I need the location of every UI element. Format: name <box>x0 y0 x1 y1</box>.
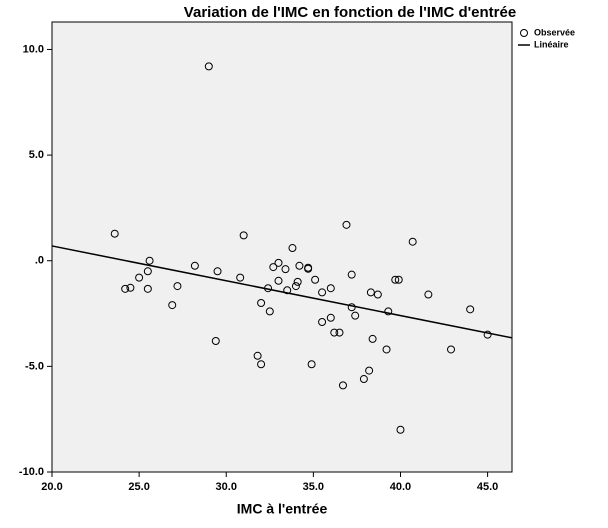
point <box>311 275 320 284</box>
legend-label: Linéaire <box>534 39 569 49</box>
point <box>342 220 351 229</box>
legend-label: Observée <box>534 27 575 37</box>
point <box>293 277 302 286</box>
plot-area <box>51 21 513 473</box>
point <box>368 334 377 343</box>
y-tick-label: -10.0 <box>19 466 44 478</box>
point <box>318 288 327 297</box>
point <box>295 261 304 270</box>
point <box>335 328 344 337</box>
point <box>326 284 335 293</box>
point <box>257 360 266 369</box>
point <box>424 290 433 299</box>
point <box>121 284 130 293</box>
fit-line <box>51 245 513 339</box>
chart-title: Variation de l'IMC en fonction de l'IMC … <box>184 4 516 21</box>
point <box>143 267 152 276</box>
point <box>366 288 375 297</box>
point <box>483 330 492 339</box>
point <box>288 244 297 253</box>
y-tick-label: 5.0 <box>29 149 44 161</box>
point <box>382 345 391 354</box>
y-tick-label: 10.0 <box>23 43 44 55</box>
point <box>384 307 393 316</box>
point <box>274 258 283 267</box>
y-tick-label: .0 <box>35 255 44 267</box>
point <box>365 366 374 375</box>
point <box>359 375 368 384</box>
x-axis-label: IMC à l'entrée <box>237 501 328 517</box>
point <box>145 256 154 265</box>
point <box>190 261 199 270</box>
x-tick-label: 30.0 <box>216 481 237 493</box>
point <box>253 351 262 360</box>
legend-marker <box>520 29 528 37</box>
x-tick-label: 25.0 <box>128 481 149 493</box>
point <box>143 284 152 293</box>
y-tick-label: -5.0 <box>25 360 44 372</box>
point <box>236 273 245 282</box>
point <box>265 307 274 316</box>
x-tick-label: 40.0 <box>390 481 411 493</box>
point <box>318 318 327 326</box>
point <box>373 290 382 299</box>
x-tick-label: 35.0 <box>303 481 324 493</box>
x-tick-label: 45.0 <box>477 481 498 493</box>
point <box>391 275 400 284</box>
point <box>269 263 278 272</box>
point <box>291 282 300 291</box>
point <box>408 237 417 246</box>
point <box>204 62 213 71</box>
point <box>173 282 182 291</box>
point <box>326 313 335 322</box>
point <box>213 267 222 276</box>
point <box>396 425 405 434</box>
point <box>274 276 283 285</box>
point <box>307 360 316 369</box>
point <box>347 270 356 279</box>
point <box>168 301 177 310</box>
point <box>257 298 266 307</box>
point <box>281 265 290 274</box>
point <box>351 311 360 320</box>
point <box>110 229 119 238</box>
point <box>304 264 313 273</box>
point <box>338 381 347 390</box>
x-tick-label: 20.0 <box>41 481 62 493</box>
point <box>447 345 456 354</box>
point <box>135 273 144 282</box>
point <box>466 305 475 314</box>
point <box>211 337 220 346</box>
point <box>394 275 403 284</box>
point <box>126 283 135 292</box>
point <box>239 231 248 240</box>
point <box>283 286 292 295</box>
point <box>330 328 339 337</box>
